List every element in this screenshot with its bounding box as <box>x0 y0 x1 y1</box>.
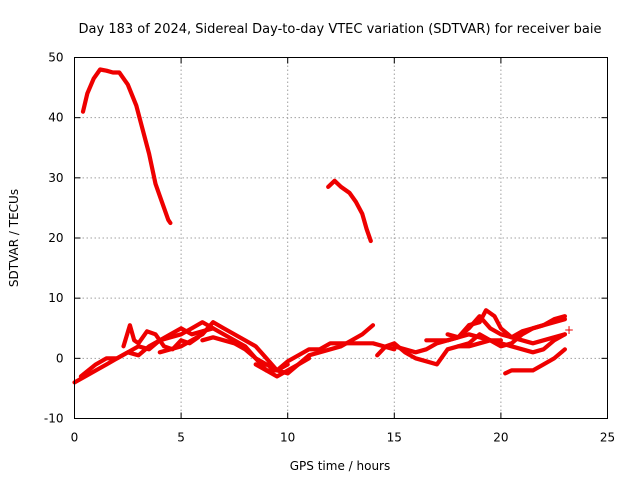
x-tick-label: 15 <box>387 431 402 445</box>
y-tick-label: 30 <box>48 171 63 185</box>
y-tick-label: 50 <box>48 51 63 65</box>
x-tick-label: 5 <box>177 431 185 445</box>
y-tick-label: 40 <box>48 111 63 125</box>
x-tick-label: 0 <box>71 431 79 445</box>
series-low-3 <box>121 323 201 352</box>
y-tick-label: 10 <box>48 291 63 305</box>
y-axis-label: SDTVAR / TECUs <box>7 189 21 287</box>
y-tick-label: 0 <box>56 351 64 365</box>
chart-title: Day 183 of 2024, Sidereal Day-to-day VTE… <box>79 22 602 37</box>
series-arc-high-2 <box>326 178 373 244</box>
series-low-10 <box>445 308 567 346</box>
x-tick-label: 25 <box>600 431 615 445</box>
series-low-7 <box>375 338 503 367</box>
y-tick-label: -10 <box>44 412 64 426</box>
series-low-6 <box>253 341 397 373</box>
series-low-8 <box>392 332 567 355</box>
axis-ticks: 0 5 10 15 20 25 -10 0 10 20 30 40 50 <box>44 51 615 445</box>
plus-marker: + <box>564 323 574 337</box>
x-axis-label: GPS time / hours <box>290 459 391 473</box>
series-low-11 <box>456 317 567 349</box>
series-low-1 <box>72 320 290 385</box>
x-tick-label: 10 <box>280 431 295 445</box>
series-low-12 <box>503 347 567 376</box>
plot-frame <box>74 57 608 419</box>
y-tick-label: 20 <box>48 231 63 245</box>
series-low-2 <box>78 326 216 379</box>
data-series <box>72 67 567 385</box>
x-tick-label: 20 <box>493 431 508 445</box>
grid-lines <box>74 57 608 419</box>
series-arc-high-1 <box>80 67 173 226</box>
